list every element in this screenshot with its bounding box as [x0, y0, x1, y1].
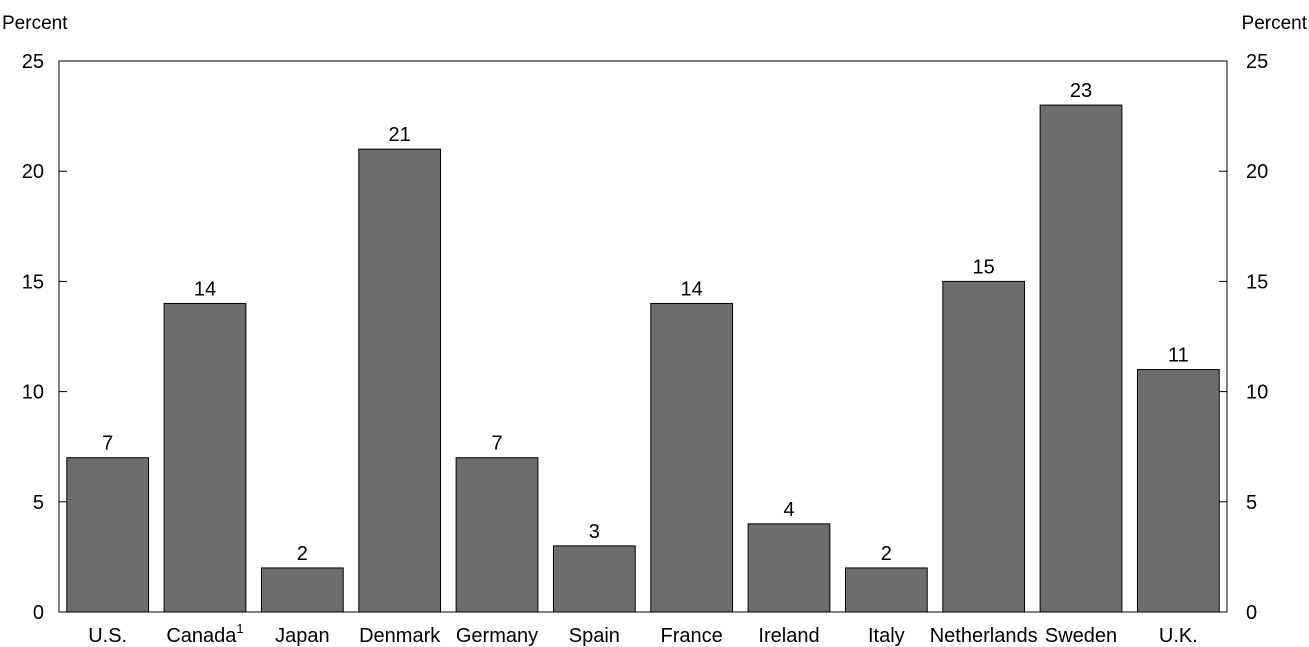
bar: [1136, 369, 1220, 613]
data-label: 23: [1070, 80, 1092, 102]
bar: [260, 567, 344, 613]
data-label: 14: [194, 278, 216, 300]
data-label: 14: [681, 278, 703, 300]
category-label-text: Italy: [868, 625, 905, 647]
category-label-text: Sweden: [1045, 625, 1117, 647]
data-label: 4: [783, 499, 794, 521]
bar: [1039, 104, 1123, 613]
left-axis-unit-label: Percent: [2, 13, 68, 34]
bar: [552, 545, 636, 613]
category-label: Italy: [868, 625, 905, 647]
left-tick-label: 10: [22, 382, 44, 404]
category-label-text: France: [661, 625, 723, 647]
category-label: France: [661, 625, 723, 647]
category-label-text: U.S.: [88, 625, 127, 647]
left-axis: 0 5 10 15 20 25: [22, 51, 67, 624]
category-label: Japan: [275, 625, 330, 647]
category-label-text: Ireland: [758, 625, 819, 647]
right-tick-label: 15: [1246, 271, 1268, 293]
category-label: Denmark: [359, 625, 441, 647]
right-tick-label: 25: [1246, 51, 1268, 73]
category-label-text: Spain: [569, 625, 620, 647]
data-label: 15: [973, 256, 995, 278]
data-label: 7: [491, 433, 502, 455]
right-tick-label: 10: [1246, 382, 1268, 404]
category-label: Ireland: [758, 625, 819, 647]
bars: [66, 104, 1220, 613]
plot-frame: [58, 60, 1228, 613]
category-label-text: U.K.: [1159, 625, 1198, 647]
data-label: 3: [589, 521, 600, 543]
category-labels: U.S. Canada1 Japan Denmark Germany Spain Franc…: [88, 621, 1198, 647]
data-label: 2: [297, 543, 308, 565]
bar: [163, 302, 247, 613]
left-tick-label: 25: [22, 51, 44, 73]
category-label: U.S.: [88, 625, 127, 647]
bar: [358, 148, 442, 613]
bar: [455, 457, 539, 613]
left-tick-label: 15: [22, 271, 44, 293]
right-tick-label: 0: [1246, 602, 1257, 624]
right-axis: 0 5 10 15 20 25: [1219, 51, 1268, 624]
bar: [66, 457, 150, 613]
category-label: Spain: [569, 625, 620, 647]
bar: [942, 280, 1026, 613]
footnote-marker: 1: [236, 621, 243, 636]
right-axis-unit-label: Percent: [1242, 13, 1308, 34]
category-label-text: Germany: [456, 625, 538, 647]
category-label-text: Netherlands: [930, 625, 1038, 647]
right-tick-label: 20: [1246, 161, 1268, 183]
bar: [844, 567, 928, 613]
left-tick-label: 20: [22, 161, 44, 183]
category-label: U.K.: [1159, 625, 1198, 647]
data-labels: 7 14 2 21 7 3 14 4 2 15 23 11: [102, 80, 1189, 565]
bar: [650, 302, 734, 613]
category-label: Sweden: [1045, 625, 1117, 647]
category-label: Germany: [456, 625, 538, 647]
right-tick-label: 5: [1246, 492, 1257, 514]
category-label: Canada1: [166, 621, 243, 647]
data-label: 11: [1168, 345, 1189, 367]
category-label-text: Canada: [166, 625, 237, 647]
left-tick-label: 0: [33, 602, 44, 624]
data-label: 2: [881, 543, 892, 565]
left-tick-label: 5: [33, 492, 44, 514]
bar: [747, 523, 831, 613]
category-label-text: Denmark: [359, 625, 441, 647]
data-label: 7: [102, 433, 113, 455]
category-label-text: Japan: [275, 625, 330, 647]
category-label: Netherlands: [930, 625, 1038, 647]
data-label: 21: [389, 124, 411, 146]
